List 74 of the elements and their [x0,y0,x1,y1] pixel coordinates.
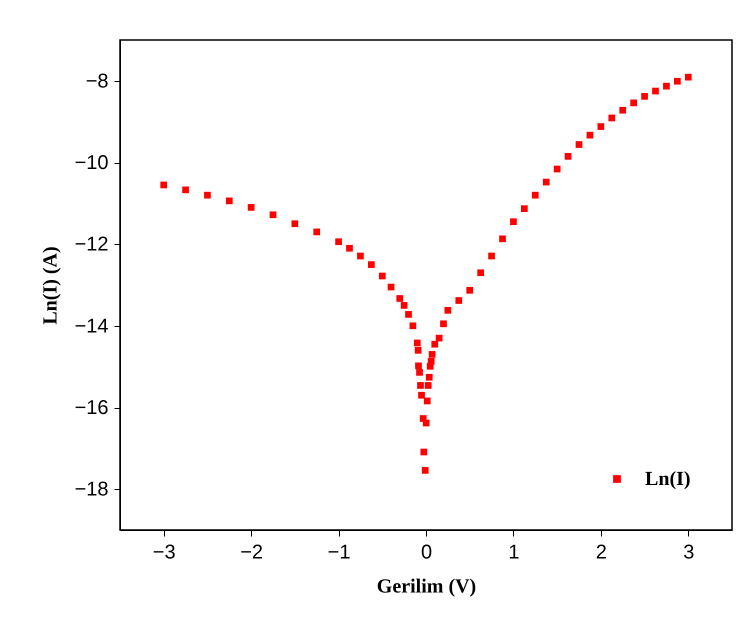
point [405,311,412,318]
point [420,448,428,456]
point [335,238,342,246]
x-tick-label: 0 [420,542,432,564]
point [357,252,364,260]
point [313,228,320,236]
point [444,306,452,314]
point [619,106,626,114]
point [564,153,572,160]
legend-label: Ln(I) [645,468,691,490]
point [428,351,436,358]
point [416,369,423,376]
x-tick-label: 3 [683,542,694,564]
point [422,467,429,474]
x-tick-label: −1 [328,542,350,564]
point [652,88,659,94]
x-axis-title: Gerilim (V) [376,576,476,598]
point [674,78,681,85]
point [488,252,495,260]
point [440,320,447,328]
point [477,269,484,276]
point [532,192,539,199]
point [226,198,233,204]
x-tick-label: −2 [240,542,264,564]
point [554,166,560,172]
point [417,382,424,389]
point [410,322,416,330]
point [466,286,474,294]
y-tick-label: −12 [74,234,108,256]
point [368,261,375,268]
point [641,92,648,100]
x-tick-label: 1 [508,542,520,564]
point [415,362,422,370]
point [424,398,431,404]
y-tick-label: −10 [74,152,108,174]
point [396,295,404,302]
point [414,340,421,346]
point [436,334,442,342]
point [630,100,637,106]
point [204,192,211,199]
x-tick-label: −3 [152,542,176,564]
point [346,244,353,252]
point [598,123,604,130]
point [270,211,276,218]
point [431,340,438,348]
point [388,284,394,290]
point [576,141,582,148]
x-tick-label: 2 [596,542,607,564]
y-tick-label: −16 [74,397,108,419]
point [521,205,528,212]
point [455,297,462,304]
point [426,374,433,381]
point [428,358,435,365]
point [414,346,422,354]
point [510,218,517,226]
point [684,74,692,81]
y-axis-title: Ln(I) (A) [40,246,62,325]
point [292,220,298,228]
point [418,392,425,399]
y-tick-label: −8 [86,70,108,92]
point [422,420,430,426]
point [586,132,594,138]
point [182,186,189,194]
point [499,236,506,242]
y-tick-label: −18 [74,478,108,501]
point [424,382,432,389]
point [160,182,168,188]
point [400,302,408,309]
point [608,114,616,122]
point [248,204,254,211]
point [378,272,386,280]
y-tick-label: −14 [74,315,108,338]
point [542,178,550,186]
point [663,82,670,90]
